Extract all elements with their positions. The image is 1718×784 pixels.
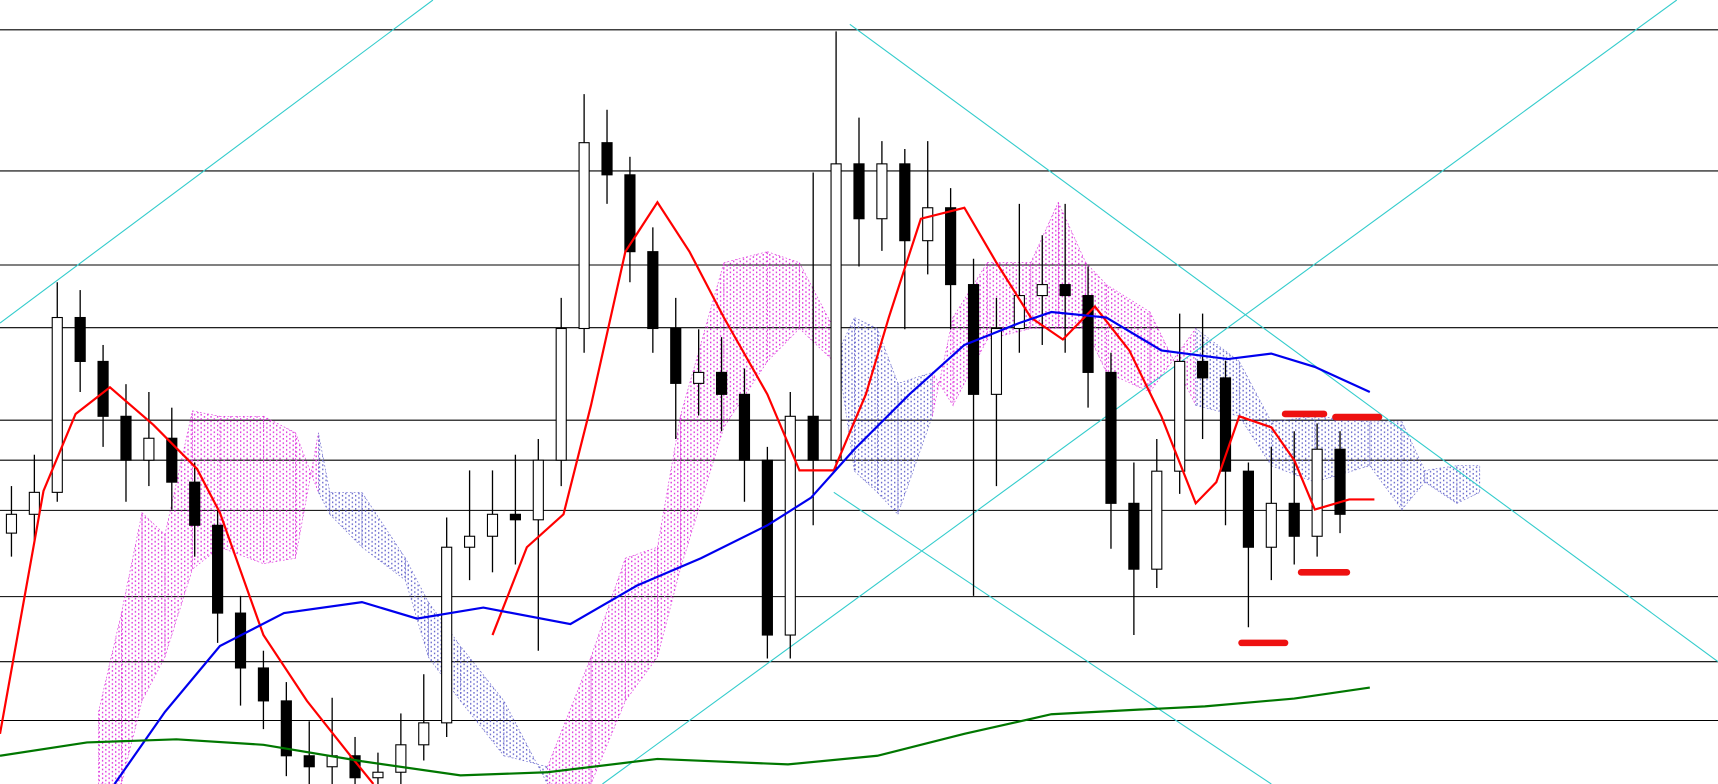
candle-body (784, 415, 796, 636)
candle-body (1311, 448, 1323, 537)
candle-body (212, 524, 224, 614)
candle-body (395, 744, 407, 773)
cloud-segment (897, 371, 933, 515)
candle-body (876, 163, 888, 220)
candle-body (693, 371, 705, 384)
candle-body (1128, 502, 1140, 570)
candle-body (853, 163, 865, 220)
cloud-segment (590, 558, 626, 784)
candle-body (303, 755, 315, 768)
cloud-segment (1424, 465, 1458, 504)
moving-average-line (113, 310, 1371, 784)
candle-body (990, 327, 1003, 395)
candle-body (51, 316, 63, 493)
cloud-segment (854, 316, 878, 494)
cloud-segment (164, 410, 193, 658)
trendline (602, 0, 1678, 784)
cloud-segment (361, 491, 406, 581)
candle-body (1219, 377, 1232, 472)
candle-body (1036, 284, 1048, 297)
candle-body (1334, 448, 1346, 515)
candle-body (899, 163, 911, 242)
candle-body (418, 722, 430, 746)
candle-body (189, 481, 201, 526)
trendline (0, 0, 434, 324)
candle-body (555, 327, 567, 461)
candle-body (166, 437, 178, 483)
candle-body (280, 700, 292, 757)
cloud-segment (679, 262, 725, 570)
cloud-segment (219, 415, 264, 565)
candle-body (463, 535, 476, 548)
cloud-segment (263, 415, 296, 565)
candle-body (807, 415, 819, 461)
cloud-segment (1456, 465, 1481, 504)
candle-body (5, 513, 18, 534)
candle-body (945, 207, 957, 286)
candle-body (1288, 502, 1300, 537)
candle-body (715, 371, 728, 395)
candle-body (670, 327, 682, 384)
candle-body (601, 142, 613, 176)
moving-average-line (0, 200, 1375, 784)
candle-body (486, 513, 499, 537)
moving-average-line (0, 686, 1370, 777)
candle-body (257, 667, 270, 702)
candle-body (738, 393, 751, 461)
cloud-segment (1030, 202, 1059, 329)
candle-body (647, 251, 659, 330)
cloud-segment (121, 512, 143, 784)
cloud-segment (547, 656, 592, 784)
candle-body (372, 771, 384, 779)
candle-body (1013, 295, 1025, 330)
cloud-segment (460, 645, 505, 757)
cloud-segment (1238, 361, 1272, 467)
candle-body (1265, 502, 1277, 548)
cloud-segment (799, 262, 835, 363)
candle-body (830, 163, 842, 461)
candle-body (441, 546, 453, 724)
candle-body (509, 513, 521, 521)
candle-body (1174, 360, 1186, 472)
candle-body (28, 491, 40, 515)
candle-body (1059, 284, 1071, 297)
candle-body (1242, 470, 1255, 548)
candle-body (624, 174, 636, 253)
trendline (849, 23, 1718, 663)
candle-body (74, 316, 86, 362)
candle-body (1082, 295, 1094, 373)
candle-body (1197, 360, 1209, 379)
candle-body (532, 459, 544, 521)
candle-body (120, 415, 132, 461)
candle-body (761, 459, 773, 636)
candle-body (922, 207, 934, 242)
candle-body (578, 142, 590, 330)
candle-body (143, 437, 155, 461)
candle-body (234, 612, 247, 669)
candle-body (1105, 371, 1117, 504)
trendline (833, 491, 1272, 784)
cloud-segment (657, 416, 681, 658)
cloud-segment (625, 546, 658, 702)
candle-body (1151, 470, 1163, 570)
